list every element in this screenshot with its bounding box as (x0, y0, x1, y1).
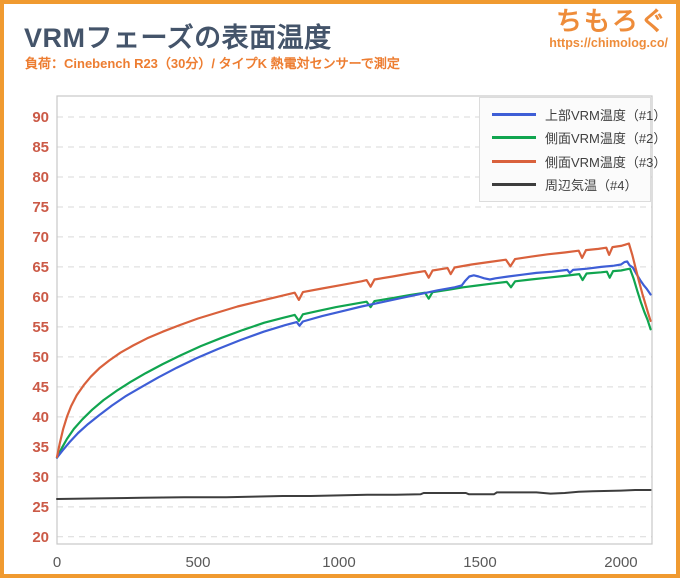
x-tick-label: 0 (53, 554, 61, 571)
y-tick-label: 35 (32, 439, 49, 456)
y-tick-label: 55 (32, 319, 49, 336)
chart-subtitle: 負荷：Cinebench R23（30分）/ タイプK 熱電対センサーで測定 (25, 56, 400, 71)
temperature-line-chart: 20 25 30 35 40 45 50 55 60 65 70 75 80 85 90 0 500 1000 15… (32, 95, 653, 571)
y-tick-label: 65 (32, 259, 49, 276)
plot-border (56, 95, 653, 545)
legend-line-swatch (492, 159, 536, 163)
y-tick-label: 25 (32, 499, 49, 516)
y-tick-label: 50 (32, 349, 49, 366)
brand-url-link[interactable]: https://chimolog.co/ (549, 36, 668, 51)
brand-logo: ちもろぐ https://chimolog.co/ (549, 6, 668, 51)
y-tick-label: 75 (32, 199, 49, 216)
x-tick-label: 1000 (322, 554, 355, 571)
legend-line-swatch (492, 182, 536, 186)
legend-label: 上部VRM温度（#1） (545, 108, 667, 124)
legend-line-swatch (492, 113, 536, 117)
legend-label: 側面VRM温度（#3） (545, 154, 667, 170)
legend-item-2: 側面VRM温度（#2） (480, 128, 666, 147)
x-tick-label: 1500 (463, 554, 496, 571)
page-title: VRMフェーズの表面温度 (24, 23, 332, 53)
y-tick-label: 20 (32, 529, 49, 546)
y-tick-label: 85 (32, 139, 49, 156)
y-tick-label: 80 (32, 169, 49, 186)
legend-item-3: 側面VRM温度（#3） (480, 152, 666, 171)
chart-legend: 上部VRM温度（#1） 側面VRM温度（#2） 側面VRM温度（#3） 周辺気温（#4… (479, 97, 666, 202)
brand-name: ちもろぐ (555, 6, 668, 36)
y-tick-label: 70 (32, 229, 49, 246)
y-tick-label: 40 (32, 409, 49, 426)
series-line-4 (56, 489, 652, 500)
y-tick-label: 60 (32, 289, 49, 306)
x-tick-label: 500 (185, 554, 210, 571)
x-tick-label: 2000 (604, 554, 637, 571)
y-tick-label: 30 (32, 469, 49, 486)
legend-line-swatch (492, 136, 536, 140)
series-line-3 (55, 242, 652, 459)
legend-item-4: 周辺気温（#4） (480, 175, 650, 194)
y-tick-label: 90 (32, 109, 49, 126)
legend-item-1: 上部VRM温度（#1） (480, 105, 666, 124)
legend-label: 側面VRM温度（#2） (545, 131, 667, 147)
series-line-1 (55, 260, 652, 459)
y-tick-label: 45 (32, 379, 49, 396)
legend-label: 周辺気温（#4） (545, 177, 638, 193)
